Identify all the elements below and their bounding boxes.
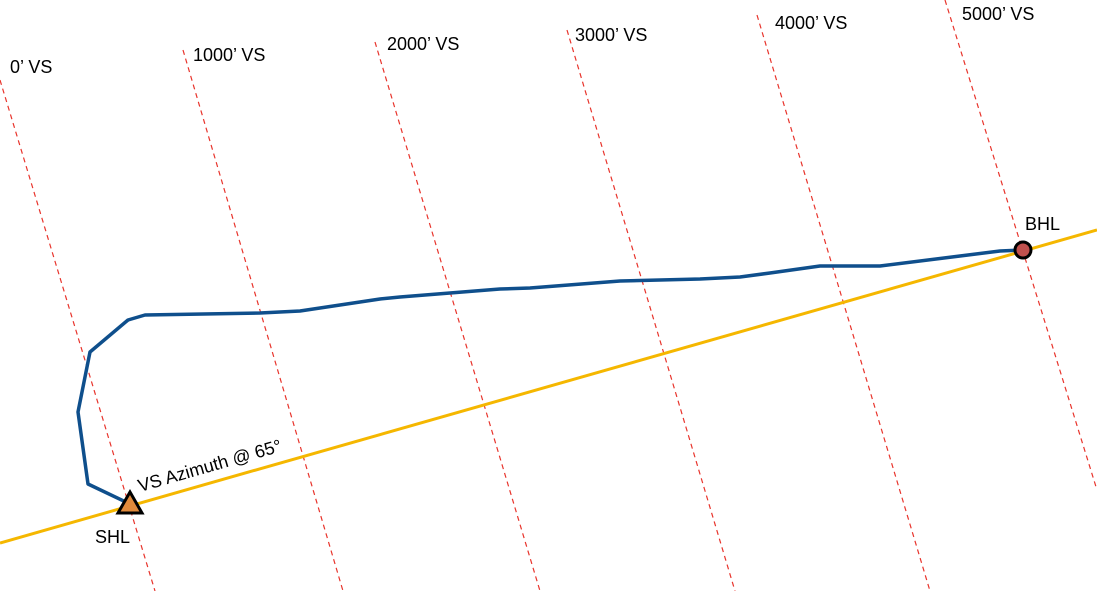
- bhl-label: BHL: [1025, 214, 1060, 234]
- vs-label: 5000’ VS: [962, 4, 1034, 24]
- azimuth-line: [0, 228, 1097, 545]
- vs-label: 0’ VS: [10, 57, 52, 77]
- vs-label: 4000’ VS: [775, 13, 847, 33]
- well-path: [76, 248, 1024, 505]
- shl-marker: [115, 488, 145, 515]
- vs-label: 2000’ VS: [387, 34, 459, 54]
- azimuth-label: VS Azimuth @ 65°: [136, 436, 284, 496]
- shl-label: SHL: [95, 527, 130, 547]
- vs-line: [182, 49, 344, 591]
- vs-label: 1000’ VS: [193, 45, 265, 65]
- bhl-marker: [1013, 240, 1033, 260]
- vs-label: 3000’ VS: [575, 25, 647, 45]
- vs-line: [566, 29, 736, 591]
- vs-line: [374, 41, 541, 591]
